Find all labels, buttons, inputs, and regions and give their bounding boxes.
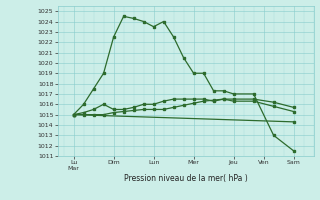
X-axis label: Pression niveau de la mer( hPa ): Pression niveau de la mer( hPa ) xyxy=(124,174,247,183)
